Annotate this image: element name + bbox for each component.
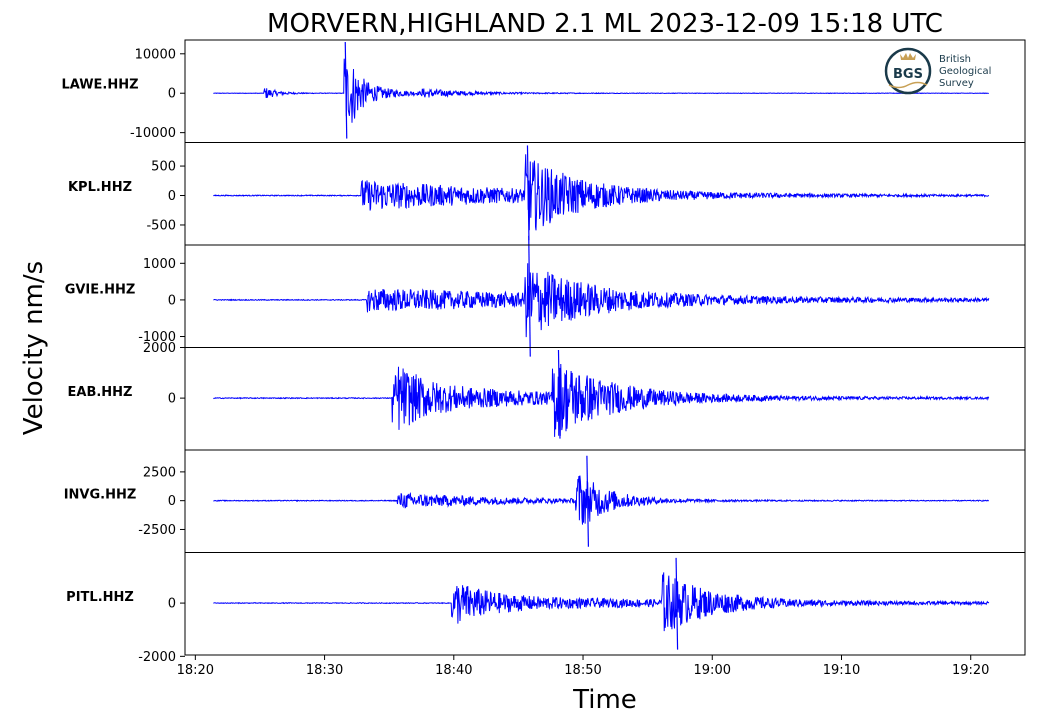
crown-icon [900,53,916,60]
x-tick-label: 19:20 [952,663,989,678]
y-tick-label-EAB.HHZ: 2000 [143,341,176,356]
logo-wave [888,81,928,89]
x-tick-label: 18:20 [177,663,214,678]
chart-title: MORVERN,HIGHLAND 2.1 ML 2023-12-09 15:18… [267,9,943,39]
x-tick-label: 18:40 [435,663,472,678]
x-tick-label: 19:10 [823,663,860,678]
x-tick-label: 18:30 [306,663,343,678]
y-tick-label-LAWE.HHZ: 10000 [135,47,176,62]
waveform-LAWE.HHZ [213,58,989,123]
y-tick-label-KPL.HHZ: 500 [151,160,176,175]
trace-panel-PITL.HHZ: 0 -2000 PITL.HHZ [66,552,1026,665]
y-tick-label-LAWE.HHZ: -10000 [130,126,176,141]
y-tick-label-GVIE.HHZ: 0 [168,293,176,308]
waveform-EAB.HHZ [213,363,990,437]
waveform-INVG.HHZ [213,475,990,525]
y-tick-label-EAB.HHZ: 0 [168,392,176,407]
x-axis: 18:20 18:30 18:40 18:50 19:00 19:10 19:20 [177,655,989,678]
waveform-KPL.HHZ [213,154,990,231]
y-axis-label: Velocity nm/s [19,261,49,435]
trace-panel-EAB.HHZ: 2000 0 EAB.HHZ [68,341,1026,451]
trace-panel-KPL.HHZ: 500 0 -500 KPL.HHZ [68,142,1026,246]
station-label-GVIE.HHZ: GVIE.HHZ [65,282,136,297]
trace-panels: 100000-10000LAWE.HHZ5000-500KPL.HHZ10000… [61,39,1026,665]
station-label-PITL.HHZ: PITL.HHZ [66,590,134,605]
y-tick-label-GVIE.HHZ: -1000 [138,330,176,345]
peak-GVIE.HHZ [528,235,531,357]
trace-panel-LAWE.HHZ: 10000 0 -10000 LAWE.HHZ [61,39,1026,143]
logo-line-2: Geological [939,66,991,77]
waveform-GVIE.HHZ [213,263,990,338]
trace-panel-GVIE.HHZ: 1000 0 -1000 GVIE.HHZ [65,235,1026,357]
panel-frame-PITL.HHZ [184,552,1026,656]
y-tick-label-KPL.HHZ: -500 [146,218,176,233]
peak-KPL.HHZ [526,145,530,241]
y-tick-label-INVG.HHZ: 0 [168,494,176,509]
x-tick-label: 19:00 [694,663,731,678]
y-tick-label-PITL.HHZ: -2000 [138,650,176,665]
peak-LAWE.HHZ [344,41,348,139]
y-tick-label-LAWE.HHZ: 0 [168,87,176,102]
station-label-INVG.HHZ: INVG.HHZ [64,487,137,502]
trace-panel-INVG.HHZ: 2500 0 -2500 INVG.HHZ [64,449,1026,553]
peak-INVG.HHZ [586,455,590,547]
x-tick-label: 18:50 [564,663,601,678]
y-tick-label-KPL.HHZ: 0 [168,189,176,204]
bgs-logo: BGS British Geological Survey [884,47,991,95]
station-label-EAB.HHZ: EAB.HHZ [68,385,133,400]
y-tick-label-INVG.HHZ: 2500 [143,465,176,480]
logo-line-3: Survey [939,78,974,89]
station-label-KPL.HHZ: KPL.HHZ [68,180,132,195]
peak-EAB.HHZ [557,350,561,439]
y-tick-label-PITL.HHZ: 0 [168,597,176,612]
peak-PITL.HHZ [675,557,679,650]
waveform-PITL.HHZ [213,572,990,632]
y-tick-label-GVIE.HHZ: 1000 [143,257,176,272]
x-axis-label: Time [572,685,637,715]
logo-line-1: British [939,54,971,65]
station-label-LAWE.HHZ: LAWE.HHZ [61,77,138,92]
logo-mark: BGS [893,67,923,82]
y-tick-label-INVG.HHZ: -2500 [138,523,176,538]
